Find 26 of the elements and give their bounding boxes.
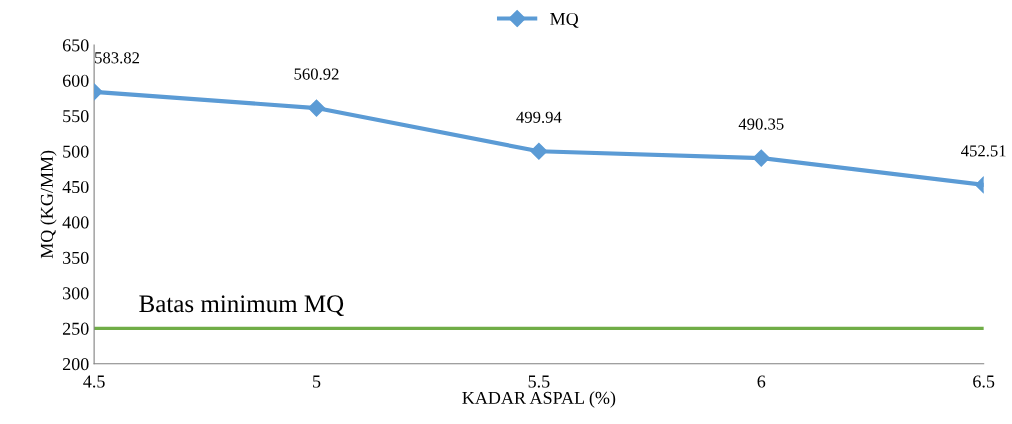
- y-tick-label: 450: [62, 180, 89, 194]
- x-tick-label: 6: [757, 375, 766, 388]
- y-tick-label: 200: [62, 358, 89, 371]
- y-tick-label: 550: [63, 110, 89, 123]
- data-label: 499.94: [516, 111, 562, 123]
- y-tick-label: 650: [62, 39, 89, 52]
- y-tick-label: 350: [63, 251, 89, 264]
- x-tick-label: 4.5: [83, 375, 105, 388]
- ref-line-label: Batas minimum MQ: [139, 295, 344, 316]
- x-tick-label: 5.5: [528, 375, 550, 388]
- y-axis-title: MQ (KG/MM): [40, 150, 57, 259]
- x-axis-title: KADAR ASPAL (%): [462, 391, 616, 408]
- point: [752, 149, 770, 167]
- data-label: 490.35: [738, 118, 784, 130]
- data-label: 560.92: [294, 68, 339, 80]
- x-tick-label: 6.5: [973, 375, 995, 388]
- y-tick-label: 600: [62, 74, 89, 87]
- x-tick-label: 5: [313, 375, 321, 388]
- y-tick-label: 400: [62, 216, 89, 229]
- point: [530, 142, 548, 160]
- y-tick-label: 300: [63, 287, 89, 300]
- data-label: 452.51: [961, 145, 1006, 157]
- y-tick-label: 250: [62, 322, 89, 335]
- y-tick-label: 500: [63, 145, 89, 158]
- legend-label: MQ: [550, 12, 579, 28]
- data-label: 583.82: [95, 52, 140, 64]
